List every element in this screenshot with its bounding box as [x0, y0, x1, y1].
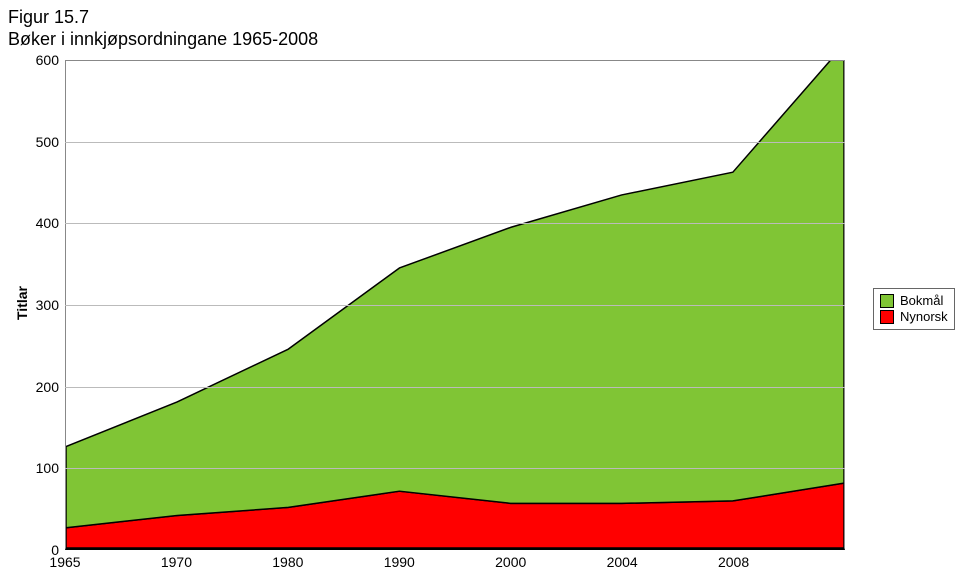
legend-label: Nynorsk [900, 309, 948, 325]
figure-title-line2: Bøker i innkjøpsordningane 1965-2008 [8, 28, 318, 50]
x-tick-label: 1970 [146, 554, 206, 570]
gridline [65, 305, 845, 306]
y-axis-label: Titlar [14, 286, 30, 320]
y-tick-label: 200 [23, 379, 59, 395]
chart-legend: BokmålNynorsk [873, 288, 955, 330]
figure-title: Figur 15.7 Bøker i innkjøpsordningane 19… [8, 6, 318, 50]
figure-title-line1: Figur 15.7 [8, 6, 318, 28]
gridline [65, 468, 845, 469]
gridline [65, 223, 845, 224]
gridline [65, 387, 845, 388]
legend-swatch-icon [880, 310, 894, 324]
gridline [65, 142, 845, 143]
x-tick-label: 2008 [704, 554, 764, 570]
y-tick-label: 500 [23, 134, 59, 150]
x-tick-label: 2004 [592, 554, 652, 570]
series-bokmål [66, 61, 844, 528]
x-tick-label: 2000 [481, 554, 541, 570]
legend-swatch-icon [880, 294, 894, 308]
x-tick-label: 1980 [258, 554, 318, 570]
y-tick-label: 400 [23, 215, 59, 231]
legend-label: Bokmål [900, 293, 943, 309]
x-tick-label: 1990 [369, 554, 429, 570]
legend-item: Nynorsk [880, 309, 948, 325]
y-tick-label: 100 [23, 460, 59, 476]
y-tick-label: 600 [23, 52, 59, 68]
legend-item: Bokmål [880, 293, 948, 309]
x-tick-label: 1965 [35, 554, 95, 570]
